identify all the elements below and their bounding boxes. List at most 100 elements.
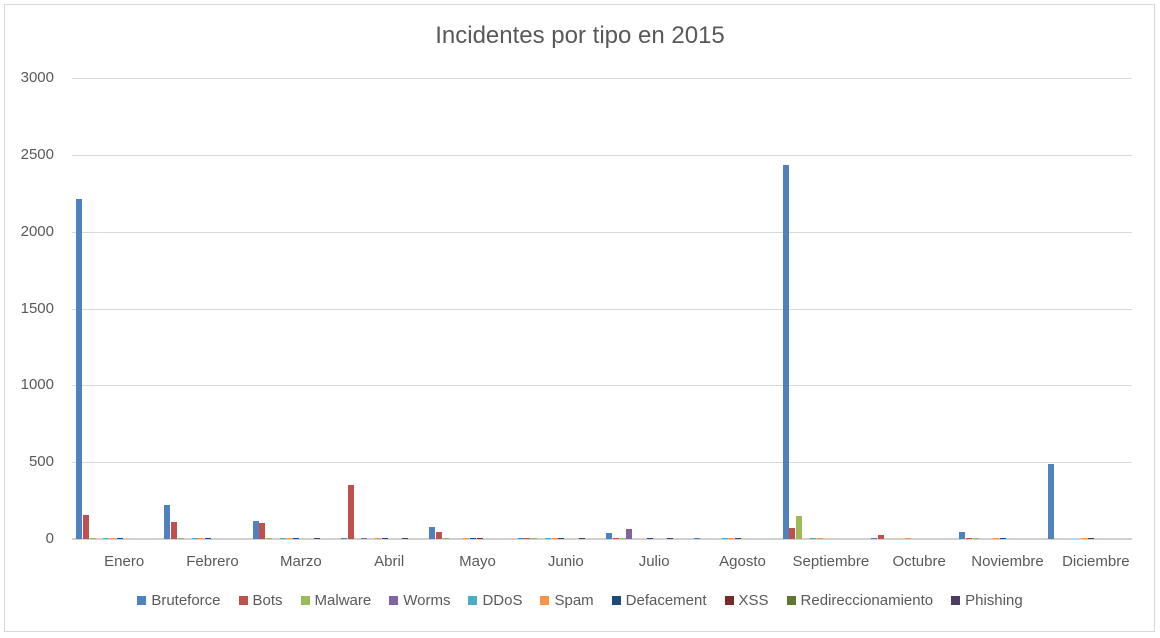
y-tick-label: 1500 bbox=[20, 299, 54, 317]
bar-spam-marzo bbox=[286, 537, 293, 539]
legend-swatch-icon bbox=[724, 596, 734, 605]
bar-malware-noviembre bbox=[972, 537, 979, 539]
bar-bots-septiembre bbox=[789, 527, 796, 539]
bar-ddos-junio bbox=[544, 537, 551, 539]
bar-defacement-noviembre bbox=[1000, 537, 1007, 539]
x-tick-label: Diciembre bbox=[1062, 553, 1130, 570]
legend-label: DDoS bbox=[482, 592, 523, 609]
bar-bruteforce-diciembre bbox=[1047, 464, 1054, 539]
legend-label: Phishing bbox=[965, 592, 1023, 609]
bar-bots-enero bbox=[82, 515, 89, 539]
legend-item-defacement: Defacement bbox=[611, 592, 707, 609]
legend-item-spam: Spam bbox=[540, 592, 594, 609]
legend-item-malware: Malware bbox=[300, 592, 372, 609]
legend-item-ddos: DDoS bbox=[468, 592, 522, 609]
bar-malware-marzo bbox=[266, 537, 273, 539]
legend-label: Redireccionamiento bbox=[800, 592, 934, 609]
bar-malware-enero bbox=[89, 537, 96, 539]
bar-ddos-agosto bbox=[721, 537, 728, 539]
x-tick-label: Julio bbox=[638, 553, 670, 570]
y-tick-label: 1000 bbox=[20, 376, 54, 394]
bar-bots-abril bbox=[347, 484, 354, 539]
bar-worms-julio bbox=[626, 529, 633, 539]
chart-frame bbox=[4, 4, 1155, 632]
legend-item-phishing: Phishing bbox=[951, 592, 1023, 609]
x-tick-label: Octubre bbox=[892, 553, 946, 570]
bar-spam-noviembre bbox=[993, 537, 1000, 539]
bar-spam-diciembre bbox=[1081, 537, 1088, 539]
bar-spam-agosto bbox=[728, 537, 735, 539]
legend-swatch-icon bbox=[137, 596, 147, 605]
bar-defacement-febrero bbox=[205, 537, 212, 539]
bar-defacement-marzo bbox=[293, 537, 300, 539]
bar-defacement-junio bbox=[558, 537, 565, 539]
gridline bbox=[72, 154, 1132, 156]
x-tick-label: Septiembre bbox=[792, 553, 870, 570]
legend-swatch-icon bbox=[468, 596, 478, 605]
y-tick-label: 0 bbox=[45, 530, 54, 547]
legend-item-redireccionamiento: Redireccionamiento bbox=[786, 592, 934, 609]
bar-spam-octubre bbox=[905, 537, 911, 539]
legend-item-bots: Bots bbox=[238, 592, 283, 609]
chart-title: Incidentes por tipo en 2015 bbox=[435, 22, 725, 49]
bar-spam-febrero bbox=[198, 537, 205, 539]
bar-defacement-agosto bbox=[735, 537, 742, 539]
x-axis-line bbox=[72, 538, 1132, 540]
bar-bruteforce-abril bbox=[341, 537, 347, 539]
bar-malware-septiembre bbox=[796, 515, 803, 539]
bar-spam-mayo bbox=[463, 537, 470, 539]
bar-bruteforce-noviembre bbox=[959, 532, 966, 539]
gridline bbox=[72, 78, 1132, 79]
legend-label: Spam bbox=[554, 592, 594, 609]
bar-defacement-mayo bbox=[470, 537, 477, 539]
legend-label: Defacement bbox=[625, 592, 707, 609]
bar-defacement-julio bbox=[646, 537, 653, 539]
x-tick-label: Febrero bbox=[186, 553, 239, 570]
legend-swatch-icon bbox=[951, 596, 961, 605]
gridline bbox=[72, 462, 1132, 464]
legend-item-worms: Worms bbox=[389, 592, 450, 609]
x-tick-label: Junio bbox=[547, 553, 584, 570]
bar-malware-julio bbox=[619, 537, 626, 539]
legend-label: Malware bbox=[314, 592, 372, 609]
y-tick-label: 3000 bbox=[20, 69, 54, 86]
legend-label: Bruteforce bbox=[151, 592, 221, 609]
bar-ddos-enero bbox=[103, 537, 110, 539]
bar-bots-febrero bbox=[171, 522, 178, 539]
x-tick-label: Agosto bbox=[719, 553, 766, 570]
gridline bbox=[72, 308, 1132, 310]
bar-bots-octubre bbox=[877, 535, 884, 539]
bar-worms-abril bbox=[361, 537, 368, 539]
y-tick-label: 500 bbox=[28, 453, 54, 471]
legend-swatch-icon bbox=[611, 596, 621, 605]
bar-bots-mayo bbox=[436, 531, 443, 539]
legend-label: Worms bbox=[403, 592, 451, 609]
legend-item-xss: XSS bbox=[724, 592, 769, 609]
gridline bbox=[72, 231, 1132, 233]
legend-swatch-icon bbox=[300, 596, 310, 605]
y-tick-label: 2000 bbox=[20, 222, 54, 240]
bar-bots-junio bbox=[524, 537, 531, 539]
bar-phishing-julio bbox=[667, 537, 674, 539]
bar-phishing-junio bbox=[578, 537, 585, 539]
bar-bruteforce-febrero bbox=[164, 505, 171, 539]
legend-swatch-icon bbox=[238, 596, 248, 605]
bar-bruteforce-julio bbox=[606, 532, 612, 539]
bar-bots-julio bbox=[612, 537, 619, 539]
bar-bruteforce-septiembre bbox=[782, 164, 789, 539]
bar-xss-mayo bbox=[476, 537, 483, 539]
bar-bruteforce-mayo bbox=[429, 526, 436, 539]
bar-ddos-febrero bbox=[191, 537, 198, 539]
gridline bbox=[72, 385, 1132, 387]
legend-label: XSS bbox=[738, 592, 769, 609]
legend-swatch-icon bbox=[540, 596, 550, 605]
bar-bruteforce-agosto bbox=[694, 537, 701, 539]
y-tick-label: 2500 bbox=[20, 145, 54, 163]
bar-defacement-diciembre bbox=[1088, 537, 1095, 539]
bar-spam-septiembre bbox=[816, 537, 823, 539]
legend-label: Bots bbox=[252, 592, 283, 609]
bar-bots-noviembre bbox=[966, 537, 973, 539]
bar-malware-junio bbox=[531, 537, 538, 539]
bar-malware-mayo bbox=[442, 537, 449, 539]
bar-bots-marzo bbox=[259, 523, 266, 539]
